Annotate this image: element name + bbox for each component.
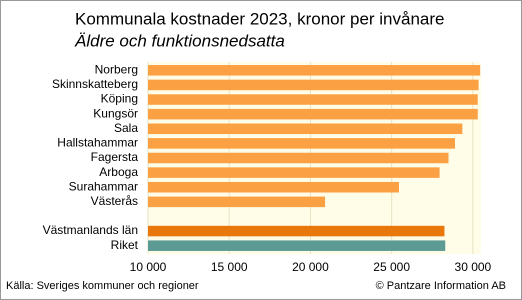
bar <box>148 94 478 105</box>
y-tick-label: Hallstahammar <box>57 136 138 150</box>
y-tick-label: Riket <box>111 238 139 252</box>
y-tick-label: Arboga <box>99 165 138 179</box>
y-tick-label: Västmanlands län <box>43 223 138 237</box>
bar <box>148 123 463 135</box>
x-tick-label: 25 000 <box>373 260 410 274</box>
y-tick-label: Norberg <box>95 62 138 76</box>
y-tick-label: Västerås <box>91 194 138 208</box>
chart-title: Kommunala kostnader 2023, kronor per inv… <box>75 9 445 28</box>
x-tick-label: 15 000 <box>211 260 248 274</box>
bar <box>148 167 440 178</box>
chart-subtitle: Äldre och funktionsnedsatta <box>74 31 285 50</box>
bar <box>148 108 478 120</box>
y-tick-label: Köping <box>101 92 138 106</box>
credit: © Pantzare Information AB <box>376 280 506 292</box>
bar <box>148 138 456 149</box>
bar <box>148 79 479 91</box>
bar <box>148 240 446 251</box>
y-tick-label: Kungsör <box>93 106 138 120</box>
bar <box>148 65 481 76</box>
y-tick-label: Skinnskatteberg <box>52 77 138 91</box>
y-tick-label: Surahammar <box>69 179 138 193</box>
bar <box>148 196 326 208</box>
bar <box>148 225 445 237</box>
x-tick-label: 10 000 <box>130 260 167 274</box>
x-tick-label: 30 000 <box>455 260 492 274</box>
bar <box>148 152 449 164</box>
y-tick-label: Fagersta <box>91 150 139 164</box>
source: Källa: Sveriges kommuner och regioner <box>6 280 199 292</box>
x-tick-label: 20 000 <box>292 260 329 274</box>
y-tick-label: Sala <box>114 121 138 135</box>
bar <box>148 181 399 193</box>
